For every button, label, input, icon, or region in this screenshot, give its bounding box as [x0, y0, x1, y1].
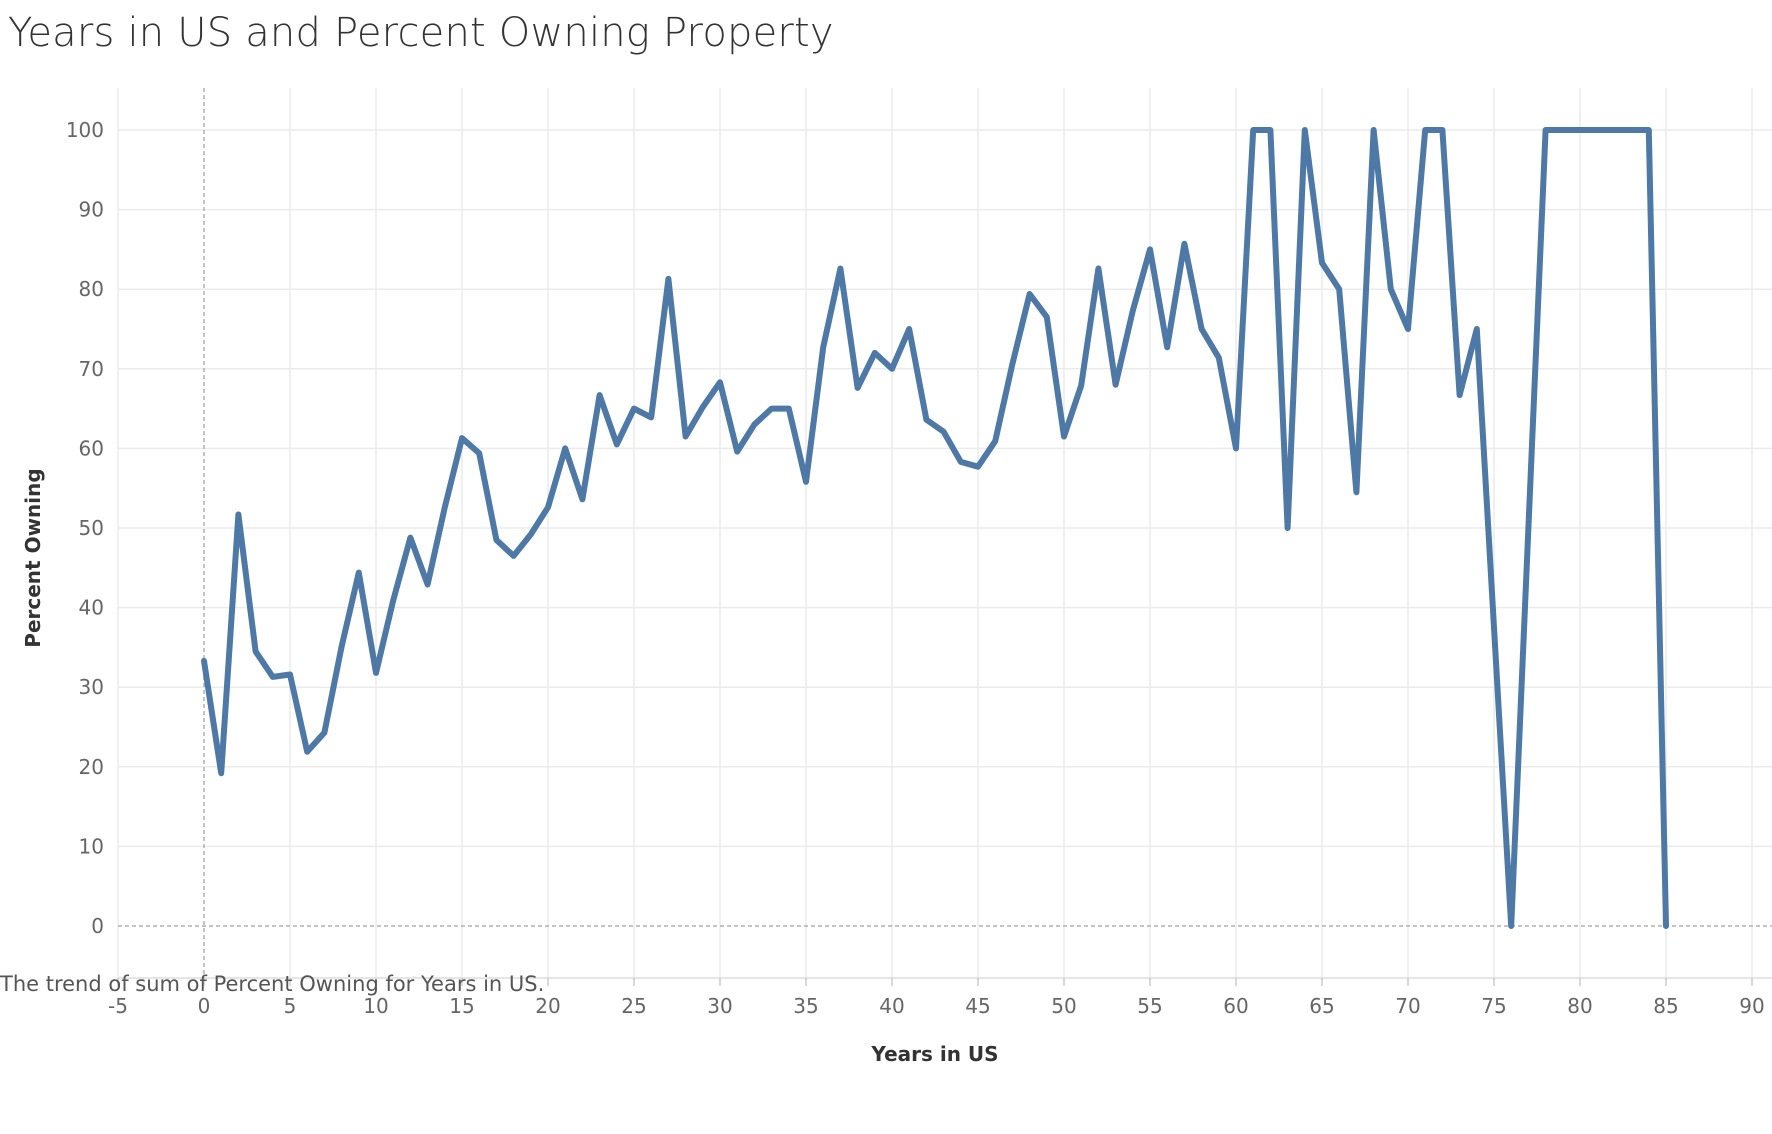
x-tick-label: 80	[1567, 994, 1592, 1018]
y-tick-label: 0	[91, 914, 104, 938]
data-series	[201, 127, 1669, 929]
y-tick-label: 90	[79, 198, 104, 222]
y-tick-label: 50	[79, 516, 104, 540]
x-tick-label: 15	[449, 994, 474, 1018]
y-tick-label: 40	[79, 596, 104, 620]
x-tick-label: 45	[965, 994, 990, 1018]
axis-titles: Years in US Percent Owning	[21, 468, 999, 1066]
series-line	[201, 127, 1669, 929]
x-tick-label: 20	[535, 994, 560, 1018]
x-tick-label: 10	[363, 994, 388, 1018]
x-tick-label: 40	[879, 994, 904, 1018]
y-tick-label: 100	[66, 118, 104, 142]
y-axis-title: Percent Owning	[21, 468, 45, 647]
x-tick-label: 90	[1739, 994, 1764, 1018]
x-tick-label: 65	[1309, 994, 1334, 1018]
y-axis-ticks: 0 10 20 30 40 50 60 70 80 90 100	[66, 118, 104, 938]
x-tick-label: 30	[707, 994, 732, 1018]
x-tick-label: 55	[1137, 994, 1162, 1018]
chart-title: Years in US and Percent Owning Property	[8, 10, 834, 56]
y-tick-label: 10	[79, 834, 104, 858]
chart-caption: The trend of sum of Percent Owning for Y…	[0, 972, 545, 996]
x-tick-label: 70	[1395, 994, 1420, 1018]
x-tick-label: 60	[1223, 994, 1248, 1018]
x-tick-label: 75	[1481, 994, 1506, 1018]
x-axis-title: Years in US	[870, 1042, 998, 1066]
y-tick-label: 30	[79, 675, 104, 699]
x-tick-label: 0	[198, 994, 211, 1018]
x-axis-ticks: -5 0 5 10 15 20 25 30 35 40 45 50 55 60 65 70 75 80 85 90	[108, 978, 1765, 1018]
x-tick-label: 35	[793, 994, 818, 1018]
x-tick-label: 25	[621, 994, 646, 1018]
y-tick-label: 80	[79, 277, 104, 301]
x-tick-label: 85	[1653, 994, 1678, 1018]
x-tick-label: 50	[1051, 994, 1076, 1018]
y-tick-label: 70	[79, 357, 104, 381]
x-tick-label: -5	[108, 994, 128, 1018]
y-tick-label: 20	[79, 755, 104, 779]
y-tick-label: 60	[79, 436, 104, 460]
x-tick-label: 5	[284, 994, 297, 1018]
grid-lines	[117, 88, 1772, 979]
